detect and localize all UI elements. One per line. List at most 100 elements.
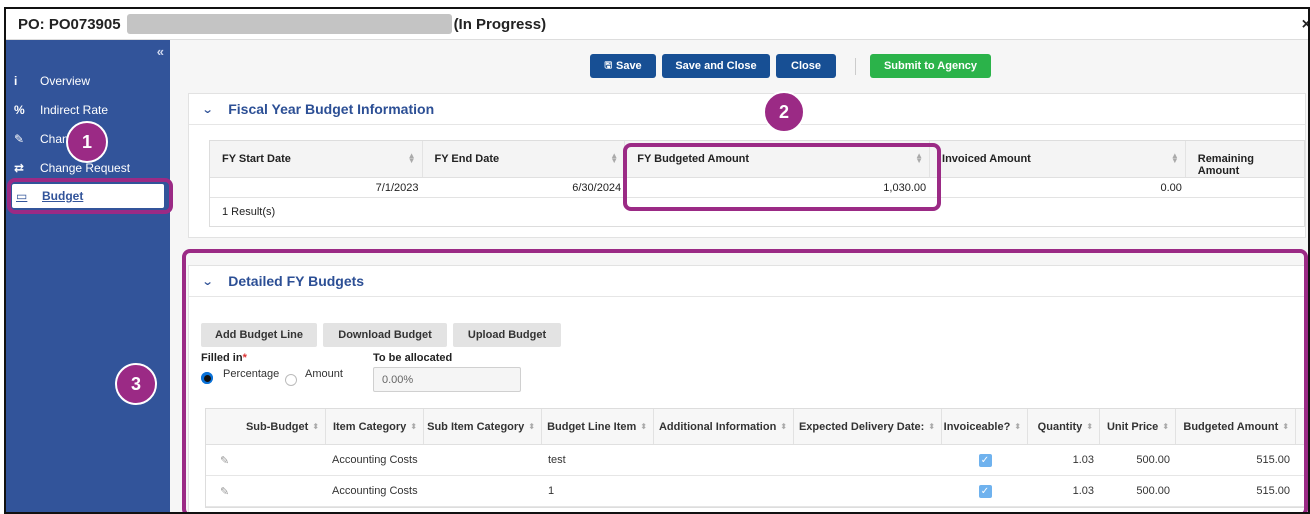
invoiceable-checkbox[interactable]: ✓ [978, 453, 992, 467]
panel-title: Fiscal Year Budget Information [228, 101, 435, 117]
col-invoiceable[interactable]: Invoiceable? ⬍ [942, 409, 1028, 444]
upload-budget-button[interactable]: Upload Budget [453, 323, 561, 347]
col-budget-line-item[interactable]: Budget Line Item ⬍ [542, 409, 654, 444]
budget-line-item: 1 [548, 485, 555, 497]
table-row: ✎ Accounting Costs test ✓ 1.03 500.00 51… [206, 445, 1308, 476]
panel-title: Detailed FY Budgets [228, 273, 365, 289]
sidebar-item-budget[interactable]: ▭ Budget [12, 184, 164, 208]
amount-radio[interactable] [285, 374, 297, 386]
fy-start-date: 7/1/2023 [375, 182, 419, 194]
save-label: Save [615, 60, 642, 72]
filled-in-label: Filled in* [201, 352, 247, 364]
swap-arrows-icon: ⇄ [14, 160, 25, 175]
result-count: 1 Result(s) [222, 206, 276, 218]
app-window: PO: PO073905 (In Progress) × « i Overvie… [4, 7, 1310, 514]
fy-budgeted-amount: 1,030.00 [883, 182, 927, 194]
to-be-allocated-label: To be allocated [373, 352, 453, 364]
item-category: Accounting Costs [332, 484, 418, 497]
percent-icon: % [14, 102, 25, 117]
col-sub-item-category[interactable]: Sub Item Category ⬍ [424, 409, 542, 444]
submit-to-agency-button[interactable]: Submit to Agency [870, 54, 991, 78]
detailed-budget-header[interactable]: ⌄ Detailed FY Budgets [189, 266, 1305, 297]
col-invoiced-amount[interactable]: Invoiced Amount ▲ ▼ [930, 141, 1186, 177]
redacted-title [126, 14, 452, 34]
fy-budget-header[interactable]: ⌄ Fiscal Year Budget Information [189, 94, 1305, 125]
budgeted-amount: 515.00 [1256, 485, 1290, 497]
sort-icon: ▲ ▼ [610, 151, 619, 165]
sidebar-item-label: Change Request [40, 160, 131, 175]
to-be-allocated-field: 0.00% [373, 367, 521, 392]
amount-label: Amount [305, 368, 343, 380]
unit-price: 500.00 [1136, 485, 1170, 497]
add-budget-line-button[interactable]: Add Budget Line [201, 323, 317, 347]
budget-line-item: test [548, 454, 566, 466]
quantity: 1.03 [1072, 485, 1094, 497]
action-toolbar: 🖫 Save Save and Close Close Submit to Ag… [170, 54, 1308, 80]
close-icon[interactable]: × [1302, 16, 1308, 34]
col-fy-budgeted-amount[interactable]: FY Budgeted Amount ▲ ▼ [625, 141, 931, 177]
percentage-label: Percentage [223, 368, 280, 380]
sort-icon: ▲ ▼ [1170, 151, 1179, 165]
callout-box-3 [182, 249, 1308, 512]
col-budgeted-amount[interactable]: Budgeted Amount ⬍ [1176, 409, 1296, 444]
money-icon: ▭ [16, 189, 28, 203]
toolbar-divider [855, 58, 856, 75]
edit-pencil-icon[interactable]: ✎ [220, 485, 230, 498]
invoiced-amount: 0.00 [1160, 182, 1182, 194]
col-fy-end-date[interactable]: FY End Date ▲ ▼ [423, 141, 626, 177]
col-quantity[interactable]: Quantity ⬍ [1028, 409, 1100, 444]
download-budget-button[interactable]: Download Budget [323, 323, 447, 347]
save-and-close-button[interactable]: Save and Close [662, 54, 770, 78]
fy-budget-panel: ⌄ Fiscal Year Budget Information FY Star… [188, 93, 1306, 238]
edit-icon: ✎ [14, 131, 25, 146]
sort-icon: ▲ ▼ [407, 151, 416, 165]
collapse-sidebar-icon[interactable]: « [156, 44, 164, 59]
table-header: FY Start Date ▲ ▼ FY End Date ▲ ▼ FY Budgete… [210, 141, 1304, 178]
sidebar-item-label: Budget [42, 189, 84, 203]
unit-price: 500.00 [1136, 454, 1170, 466]
col-remaining-amount[interactable]: Remaining Amount [1197, 153, 1254, 177]
remaining-amount [1186, 178, 1304, 197]
callout-badge-3: 3 [115, 363, 157, 405]
fy-end-date: 6/30/2024 [572, 182, 622, 194]
sidebar-item-overview[interactable]: i Overview [6, 66, 170, 95]
chevron-down-icon[interactable]: ⌄ [201, 103, 214, 116]
col-sub-budget[interactable]: Sub-Budget ⬍ [206, 409, 326, 444]
window-titlebar: PO: PO073905 (In Progress) × [6, 9, 1308, 40]
chevron-down-icon[interactable]: ⌄ [201, 275, 214, 288]
callout-box-1 [7, 178, 173, 214]
quantity: 1.03 [1072, 454, 1094, 466]
sidebar-item-change-request[interactable]: ⇄ Change Request [6, 153, 170, 182]
save-icon: 🖫 [604, 60, 612, 70]
callout-badge-1: 1 [66, 121, 108, 163]
col-expected-delivery-date[interactable]: Expected Delivery Date: ⬍ [794, 409, 942, 444]
po-status: (In Progress) [453, 15, 547, 33]
fy-budget-table: FY Start Date ▲ ▼ FY End Date ▲ ▼ FY Budgete… [209, 140, 1305, 227]
close-button[interactable]: Close [776, 54, 836, 78]
item-category: Accounting Costs [332, 453, 418, 466]
sidebar: « i Overview % Indirect Rate ✎ Change...… [6, 40, 170, 512]
table-row: ✎ Accounting Costs 1 ✓ 1.03 500.00 515.0… [206, 476, 1308, 507]
sort-icon: ▲ ▼ [915, 151, 924, 165]
sidebar-item-label: Indirect Rate [40, 102, 109, 117]
edit-pencil-icon[interactable]: ✎ [220, 454, 230, 467]
main-content: 🖫 Save Save and Close Close Submit to Ag… [170, 40, 1308, 512]
save-button[interactable]: 🖫 Save [590, 54, 656, 78]
col-item-category[interactable]: Item Category ⬍ [326, 409, 424, 444]
col-fy-start-date[interactable]: FY Start Date ▲ ▼ [210, 141, 423, 177]
col-additional-info[interactable]: Additional Information ⬍ [654, 409, 794, 444]
callout-badge-2: 2 [763, 91, 805, 133]
sidebar-item-indirect-rate[interactable]: % Indirect Rate [6, 95, 170, 124]
detailed-budget-table: Sub-Budget ⬍ Item Category ⬍ Sub Item Cate… [205, 408, 1308, 508]
invoiceable-checkbox[interactable]: ✓ [978, 484, 992, 498]
sidebar-item-label: Overview [40, 73, 91, 88]
po-number: PO: PO073905 [18, 15, 121, 33]
detailed-budget-panel: ⌄ Detailed FY Budgets Add Budget Line Do… [188, 265, 1308, 512]
callout-box-2 [623, 143, 941, 211]
info-icon: i [14, 73, 18, 88]
table-header: Sub-Budget ⬍ Item Category ⬍ Sub Item Cate… [206, 409, 1308, 445]
percentage-radio[interactable] [201, 372, 213, 384]
budgeted-amount: 515.00 [1256, 454, 1290, 466]
table-row: 7/1/2023 6/30/2024 1,030.00 0.00 [210, 178, 1304, 198]
col-unit-price[interactable]: Unit Price ⬍ [1100, 409, 1176, 444]
